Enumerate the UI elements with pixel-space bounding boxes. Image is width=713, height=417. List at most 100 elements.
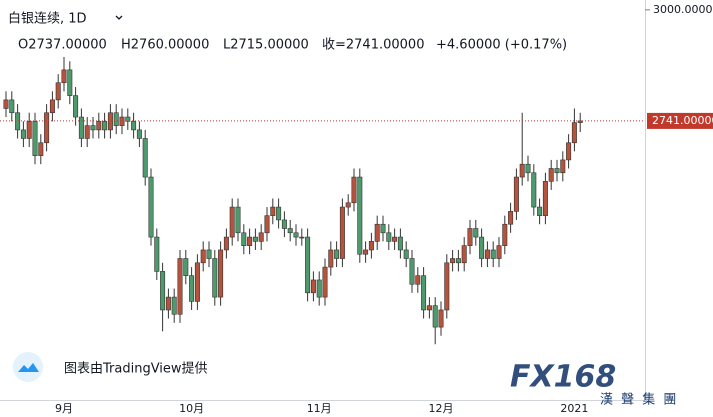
candle-body xyxy=(537,206,543,216)
attribution[interactable]: 图表由TradingView提供 xyxy=(64,361,208,377)
candle-body xyxy=(73,95,79,118)
candle-body xyxy=(61,69,67,84)
candle-body xyxy=(258,232,264,242)
watermark: FX168 xyxy=(510,360,616,395)
x-tick-label: 11月 xyxy=(307,402,332,415)
candle-body xyxy=(206,249,212,259)
candle-body xyxy=(44,112,50,144)
x-tick-label: 2021 xyxy=(560,402,588,415)
candle-body xyxy=(299,236,305,239)
candle-body xyxy=(305,236,311,294)
candle-body xyxy=(542,181,548,216)
candle-body xyxy=(525,163,531,174)
candle-body xyxy=(357,176,363,255)
chevron[interactable] xyxy=(115,15,123,20)
candle-body xyxy=(200,249,206,264)
candle-body xyxy=(467,228,473,246)
candle-body xyxy=(490,249,496,259)
candle-body xyxy=(183,258,189,276)
candle-body xyxy=(380,223,386,234)
candle-body xyxy=(432,305,438,328)
candle-body xyxy=(218,249,224,298)
candle-body xyxy=(113,112,119,126)
candle-body xyxy=(90,125,96,131)
candle-body xyxy=(322,266,328,298)
candle-body xyxy=(125,116,131,122)
candle-body xyxy=(310,279,316,294)
candle-body xyxy=(281,219,287,229)
candle-body xyxy=(554,168,560,174)
candle-body xyxy=(165,296,171,311)
plot xyxy=(3,57,583,345)
last-price-box xyxy=(647,112,713,129)
candle-body xyxy=(148,176,154,238)
candle-body xyxy=(328,249,334,268)
candle-body xyxy=(131,121,137,131)
tv-logo-mark xyxy=(18,363,39,372)
candle-body xyxy=(484,249,490,259)
candle-body xyxy=(421,275,427,311)
candle-body xyxy=(235,206,241,234)
candle-body xyxy=(444,262,450,311)
candle-body xyxy=(189,275,195,302)
candle-body xyxy=(247,236,253,246)
candle-body xyxy=(160,271,166,311)
candle-body xyxy=(241,232,247,246)
candle-body xyxy=(177,258,183,315)
candle-body xyxy=(270,206,276,216)
candle-body xyxy=(119,116,125,126)
candle-body xyxy=(548,168,554,182)
candle-body xyxy=(455,258,461,264)
candle-body xyxy=(345,202,351,208)
candle-body xyxy=(142,138,148,178)
candle-body xyxy=(316,279,322,298)
candle-body xyxy=(502,223,508,246)
candle-body xyxy=(38,142,44,156)
candle-body xyxy=(252,236,258,242)
chart-title: 白银连续, 1D xyxy=(8,11,87,27)
candle-body xyxy=(496,245,502,259)
candle-body xyxy=(229,206,235,238)
candle-body xyxy=(374,223,380,242)
candle-body xyxy=(473,228,479,238)
candle-body xyxy=(368,241,374,251)
candle-body xyxy=(403,249,409,259)
candle-body xyxy=(339,206,345,259)
ohlc-close: 收=2741.00000 xyxy=(322,38,424,53)
candle-body xyxy=(566,142,572,161)
candle-body xyxy=(560,159,566,174)
candle-body xyxy=(223,236,229,251)
candle-body xyxy=(363,249,369,255)
candle-body xyxy=(287,228,293,234)
candle-body xyxy=(571,122,577,144)
candle-body xyxy=(519,163,525,178)
candle-body xyxy=(32,121,38,156)
candle-body xyxy=(154,236,160,272)
candle-body xyxy=(20,129,26,139)
candle-body xyxy=(264,215,270,234)
candle-body xyxy=(78,116,84,139)
ohlc-low: L2715.00000 xyxy=(223,38,309,53)
x-tick-label: 10月 xyxy=(179,402,204,415)
tv-logo[interactable] xyxy=(13,352,43,382)
candle-body xyxy=(392,236,398,242)
watermark-sub: 漢 聲 集 團 xyxy=(600,392,678,408)
x-tick-label: 12月 xyxy=(429,402,454,415)
candle-body xyxy=(334,249,340,259)
ohlc-change: +4.60000 (+0.17%) xyxy=(436,38,567,53)
candle-body xyxy=(26,121,32,139)
candle-body xyxy=(426,305,432,311)
candle-body xyxy=(15,112,21,131)
candle-body xyxy=(194,262,200,302)
candle-body xyxy=(96,121,102,131)
candle-body xyxy=(409,258,415,285)
candle-body xyxy=(450,258,456,264)
ohlc-high: H2760.00000 xyxy=(121,38,209,53)
candle-body xyxy=(276,206,282,221)
candle-body xyxy=(102,121,108,131)
candle-body xyxy=(212,258,218,298)
candle-body xyxy=(438,309,444,328)
candle-body xyxy=(55,82,61,101)
